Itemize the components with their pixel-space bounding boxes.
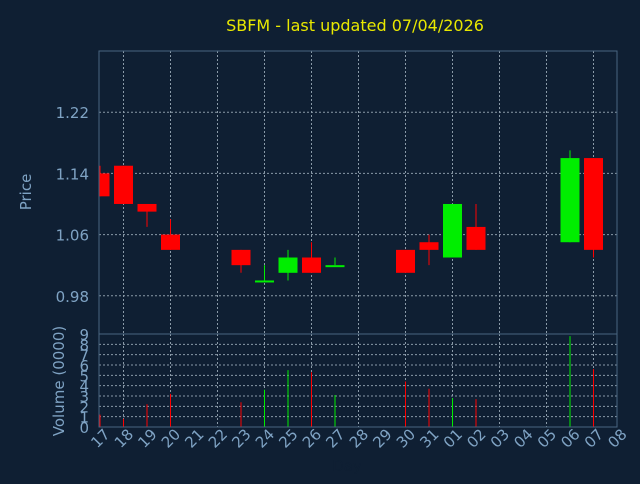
x-tick-label: 07 [581,425,607,451]
candle-body [100,173,110,197]
candle-body [560,158,580,243]
candle-25 [278,249,298,281]
price-tick-label: 1.14 [56,165,89,183]
price-tick-label: 1.22 [56,104,89,122]
x-tick-label: 06 [557,425,583,451]
x-tick-label: 04 [510,425,536,451]
volume-plot-frame [98,333,618,428]
price-tick-label: 1.06 [56,227,89,245]
volume-grid [99,333,617,428]
candle-body [255,280,274,283]
volume-tick-label: 1 [79,409,89,427]
candle-body [278,257,298,273]
price-tick-label: 0.98 [56,288,89,306]
candles [99,150,603,283]
volume-bars [99,336,594,427]
candle-body [137,203,157,212]
candle-27 [325,257,345,268]
x-tick-label: 08 [604,425,630,451]
x-tick-label: 01 [440,425,466,451]
chart-title: SBFM - last updated 07/04/2026 [226,16,484,35]
x-tick-label: 03 [487,425,513,451]
volume-axis-label: Volume (0000) [50,326,68,436]
candle-body [584,158,603,250]
volume-tick-label: 6 [79,357,89,375]
candle-body [419,242,439,250]
volume-tick-label: 9 [79,326,89,344]
candle-02 [466,203,486,250]
volume-tick-label: 4 [79,378,89,396]
x-axis-label: Day [332,457,362,475]
volume-tick-label: 7 [79,347,89,365]
price-grid [99,51,617,334]
x-tick-label: 20 [158,425,184,451]
x-tick-label: 19 [134,425,160,451]
candle-07 [584,158,603,258]
candle-06 [560,150,580,243]
x-tick-label: 25 [275,425,301,451]
x-tick-label: 17 [87,425,113,451]
candle-body [325,265,345,268]
candle-body [231,249,251,266]
volume-tick-label: 2 [79,398,89,416]
volume-tick-label: 3 [79,388,89,406]
candle-body [396,249,415,273]
x-tick-label: 24 [252,425,278,451]
x-tick-label: 30 [393,425,419,451]
candle-31 [419,234,439,266]
x-tick-label: 23 [228,425,254,451]
candle-20 [161,219,180,250]
x-tick-label: 05 [534,425,560,451]
candle-23 [231,249,251,273]
x-tick-label: 02 [463,425,489,451]
candle-19 [137,203,157,227]
x-axis-ticks: 1718192021222324252627282930310102030405… [87,425,630,451]
candle-17 [99,165,110,197]
candle-body [114,165,133,204]
x-tick-label: 21 [181,425,207,451]
volume-tick-label: 8 [79,336,89,354]
candle-body [443,203,462,258]
candle-01 [443,203,462,258]
x-tick-label: 18 [111,425,137,451]
x-tick-label: 26 [299,425,325,451]
candle-body [466,226,486,250]
price-y-ticks: 0.98 1.06 1.14 1.22 [56,104,89,306]
x-tick-label: 28 [346,425,372,451]
candle-body [302,257,321,273]
x-tick-label: 27 [322,425,348,451]
volume-tick-label: 0 [79,419,89,437]
price-axis-label: Price [17,174,35,211]
x-tick-label: 31 [416,425,442,451]
candle-18 [114,165,133,204]
x-tick-label: 22 [205,425,231,451]
volume-tick-label: 5 [79,367,89,385]
candle-body [161,234,180,250]
candle-30 [396,249,415,273]
candle-26 [302,242,321,273]
candle-24 [255,265,274,283]
x-tick-label: 29 [369,425,395,451]
